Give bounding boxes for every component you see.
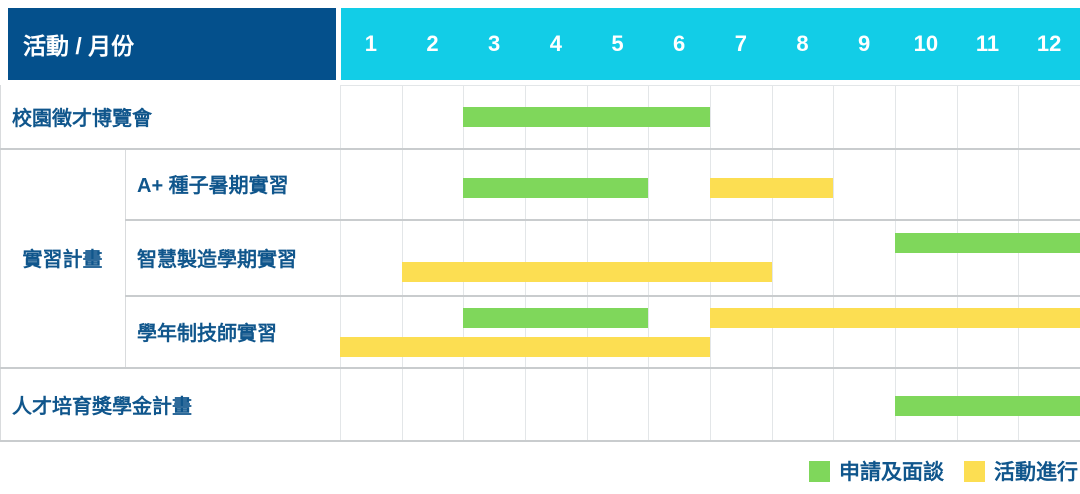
row-label: 學年制技師實習: [137, 322, 277, 345]
gridline-vertical: [1018, 85, 1020, 442]
row-label: 人才培育獎學金計畫: [12, 396, 192, 418]
month-label: 11: [975, 31, 1000, 56]
gridline-vertical: [895, 85, 896, 442]
row-label: A+ 種子暑期實習: [137, 175, 289, 197]
gantt-bar-apply: [463, 107, 710, 127]
subcolumn-divider: [125, 148, 126, 367]
gantt-bar-apply: [895, 233, 1080, 253]
month-label: 9: [858, 31, 871, 56]
legend-swatch-yellow: [964, 460, 985, 482]
gantt-bar-active: [710, 178, 834, 198]
row-label: 校園徵才博覽會: [12, 108, 152, 130]
month-label: 12: [1036, 31, 1062, 56]
legend: 申請及面談 活動進行: [809, 458, 1078, 484]
month-label: 6: [673, 31, 686, 56]
month-label: 5: [611, 31, 624, 56]
legend-item-active: 活動進行: [964, 456, 1078, 486]
row-label: 智慧製造學期實習: [137, 248, 297, 271]
month-label: 3: [488, 31, 501, 56]
month-label: 7: [734, 31, 747, 56]
row-divider: [340, 85, 1080, 86]
gridline-vertical: [340, 85, 341, 442]
month-label: 10: [913, 31, 939, 56]
gantt-bar-active: [401, 262, 772, 282]
gridline-vertical: [833, 85, 835, 442]
gantt-bar-active: [710, 308, 1080, 328]
row-divider: [0, 367, 1080, 369]
month-label: 1: [364, 31, 377, 56]
gantt-body: 校園徵才博覽會 A+ 種子暑期實習 智慧製造學期實習 學年制技師實習人才培育獎學金計畫…: [0, 85, 1080, 442]
legend-item-apply: 申請及面談: [809, 456, 944, 486]
gantt-bar-active: [340, 337, 710, 357]
month-label: 2: [426, 31, 439, 56]
gridline-vertical: [956, 85, 958, 442]
group-label: 實習計畫: [22, 249, 103, 271]
table-left-border: [0, 85, 1, 442]
month-label: 8: [796, 31, 809, 56]
month-label: 4: [549, 31, 562, 56]
row-divider: [125, 219, 1080, 221]
gantt-bar-apply: [463, 308, 649, 328]
gridline-vertical: [771, 85, 773, 442]
legend-label-active: 活動進行: [994, 461, 1078, 484]
legend-swatch-green: [809, 460, 830, 482]
row-divider: [0, 148, 1080, 150]
gantt-bar-apply: [463, 178, 649, 198]
months-header: 1 2 3 4 5 6 7 8 9 10 11 12: [341, 8, 1080, 80]
row-divider: [0, 440, 1080, 442]
gantt-bar-apply: [895, 396, 1080, 416]
row-divider: [125, 295, 1080, 297]
corner-header: 活動 / 月份: [8, 8, 336, 80]
legend-label-apply: 申請及面談: [839, 461, 944, 484]
